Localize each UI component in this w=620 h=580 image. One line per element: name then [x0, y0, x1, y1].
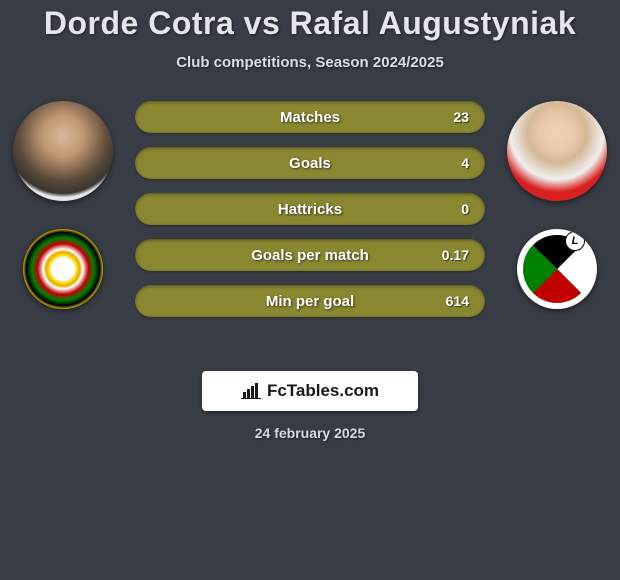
stat-label: Min per goal	[135, 293, 485, 310]
stat-row-matches: Matches 23	[135, 101, 485, 133]
comparison-card: Dorde Cotra vs Rafal Augustyniak Club co…	[0, 0, 620, 441]
stat-right-value: 23	[453, 109, 469, 125]
stat-label: Hattricks	[135, 201, 485, 218]
brand-text: FcTables.com	[267, 381, 379, 401]
stat-row-goals-per-match: Goals per match 0.17	[135, 239, 485, 271]
date-text: 24 february 2025	[255, 425, 366, 441]
page-title: Dorde Cotra vs Rafal Augustyniak	[0, 5, 620, 42]
subtitle: Club competitions, Season 2024/2025	[0, 54, 620, 71]
player-right-column	[502, 101, 612, 309]
player1-avatar	[13, 101, 113, 201]
stat-row-hattricks: Hattricks 0	[135, 193, 485, 225]
stat-label: Goals per match	[135, 247, 485, 264]
player1-club-crest	[23, 229, 103, 309]
brand-link[interactable]: FcTables.com	[202, 371, 418, 411]
stat-right-value: 0.17	[442, 247, 469, 263]
stat-row-min-per-goal: Min per goal 614	[135, 285, 485, 317]
stat-label: Goals	[135, 155, 485, 172]
stat-row-goals: Goals 4	[135, 147, 485, 179]
stat-right-value: 4	[461, 155, 469, 171]
stat-label: Matches	[135, 109, 485, 126]
stat-right-value: 614	[446, 293, 469, 309]
stat-right-value: 0	[461, 201, 469, 217]
main-area: Matches 23 Goals 4 Hattricks 0 Goals per…	[0, 101, 620, 361]
stats-list: Matches 23 Goals 4 Hattricks 0 Goals per…	[135, 101, 485, 317]
player2-club-crest	[517, 229, 597, 309]
footer: FcTables.com 24 february 2025	[0, 371, 620, 441]
player-left-column	[8, 101, 118, 309]
bar-chart-icon	[241, 383, 261, 399]
player2-avatar	[507, 101, 607, 201]
